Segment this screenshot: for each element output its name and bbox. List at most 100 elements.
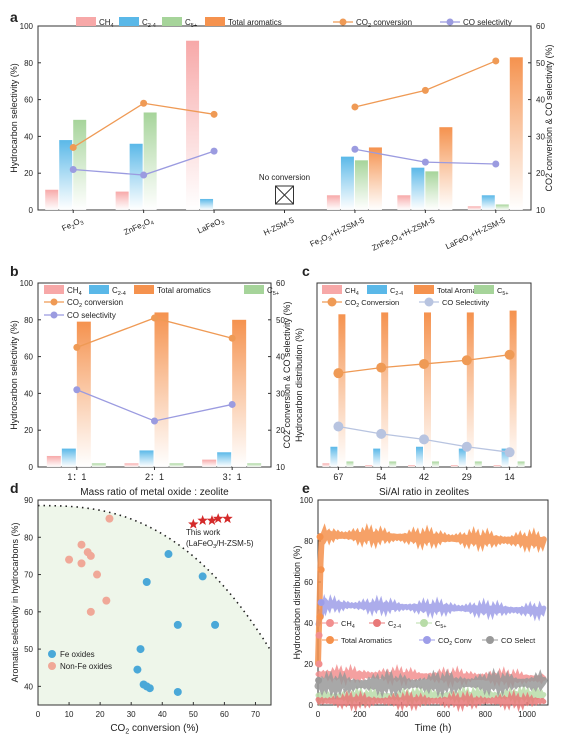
- marker-CO Selectivity: [333, 421, 344, 432]
- series-CO2 Conv: [315, 593, 547, 627]
- legend-swatch: [76, 17, 96, 26]
- this-work-label: This work: [186, 528, 221, 537]
- y-tick-label: 100: [300, 496, 314, 505]
- y-tick-label: 80: [24, 59, 33, 68]
- bar-C2-4: [340, 156, 354, 210]
- legend-label: CO Selectivity: [442, 298, 489, 307]
- y-tick-label: 40: [24, 389, 33, 398]
- plot-frame: [37, 499, 272, 706]
- point-Fe oxides: [142, 578, 151, 586]
- bar-C2-4: [139, 450, 154, 467]
- legend-swatch: [44, 285, 64, 294]
- legend-label-part: CO: [345, 298, 356, 307]
- x-tick-label-part: O: [72, 217, 81, 228]
- legend-label-part: C: [185, 18, 191, 27]
- legend-label: Total aromatics: [228, 18, 282, 27]
- y-tick-label: 0: [29, 463, 34, 472]
- y-tick-label: 60: [24, 353, 33, 362]
- legend-marker: [50, 298, 58, 306]
- x-tick-label: ZnFe2O4+H-ZSM-5: [371, 215, 438, 254]
- y-tick-label: 40: [536, 96, 545, 105]
- legend-label: C5+: [497, 286, 508, 297]
- x-tick-label: 14: [505, 472, 515, 482]
- panel-label: c: [302, 263, 310, 279]
- bar-C5+: [91, 463, 106, 467]
- legend-label-part: CO Selectivity: [442, 298, 489, 307]
- early-marker: [315, 631, 323, 639]
- marker-CO2 conversion: [73, 343, 81, 351]
- bar-CH4: [365, 465, 373, 467]
- x-tick-label-part: 2: [390, 240, 395, 247]
- point-Non-Fe oxides: [77, 540, 86, 549]
- legend-label: CO2 Conversion: [345, 298, 399, 309]
- legend-marker: [339, 18, 347, 26]
- y-tick-label: 30: [536, 132, 545, 141]
- legend-label-part: 2-4: [393, 624, 401, 630]
- legend-marker: [326, 619, 334, 627]
- legend-label: Fe oxides: [60, 650, 95, 659]
- x-tick-label-part: +H-ZSM-5: [328, 215, 366, 239]
- bar-C2-4: [411, 167, 425, 210]
- y-axis-label: Hydrocarbon selectivity (%): [9, 63, 19, 173]
- legend-label-part: CO: [67, 298, 79, 307]
- bar-CH4: [450, 465, 458, 467]
- legend-marker: [327, 297, 337, 307]
- x-tick-label-part: 3: [328, 236, 333, 243]
- x-tick-label: 29: [462, 472, 472, 482]
- legend-swatch: [205, 17, 225, 26]
- legend-label-part: 4: [356, 291, 359, 297]
- legend-label: CO2 conversion: [356, 18, 412, 29]
- bar-C2-4: [416, 446, 423, 467]
- x-tick-label: 3：1: [223, 472, 242, 482]
- bar-C5+: [143, 112, 157, 210]
- point-Non-Fe oxides: [65, 555, 74, 564]
- legend-marker: [424, 297, 434, 307]
- bar-CH4: [397, 195, 411, 210]
- legend-label: C2-4: [142, 18, 156, 29]
- bar-Total Aromatics: [338, 314, 346, 467]
- point-Fe oxides: [211, 620, 220, 629]
- bar-CH4: [115, 191, 129, 210]
- legend-label: Total Aromatics: [437, 286, 488, 295]
- legend-label-part: Total aromatics: [157, 286, 211, 295]
- this-work-sublabel: (LaFeO3/H-ZSM-5): [186, 539, 254, 550]
- x-tick-label-part: O: [390, 233, 399, 244]
- x-tick-label-part: ZnFe: [122, 221, 143, 237]
- legend-swatch: [474, 285, 494, 294]
- star-marker: [188, 518, 199, 529]
- legend-label-part: conversion: [371, 18, 412, 27]
- legend-label: C5+: [267, 286, 279, 297]
- bar-C2-4: [481, 195, 495, 210]
- legend-label: Non-Fe oxides: [60, 662, 112, 671]
- legend-label-part: 5+: [273, 291, 279, 297]
- star-marker: [212, 513, 224, 524]
- bar-C2-4: [330, 446, 338, 467]
- x-tick-label: 10: [65, 710, 74, 719]
- star-marker: [206, 515, 218, 525]
- legend-label-part: Total aromatics: [228, 18, 282, 27]
- bar-CH4: [467, 206, 481, 210]
- x-tick-label: Fe2O3: [60, 216, 84, 235]
- y2-axis-label: CO2 conversion & CO selectivity (%): [282, 301, 292, 448]
- marker-CO2 conversion: [140, 99, 148, 107]
- legend-label-part: 2: [368, 23, 371, 29]
- bar-Total Aromatics: [509, 310, 517, 467]
- panel-label: e: [302, 480, 310, 496]
- panel-d: d 40 50 60 70 80 90 0 10 20 30 40 50 60 70 Aromatic sel…: [10, 480, 272, 736]
- y-tick-label: 40: [276, 353, 285, 362]
- bar-Total aromatics: [368, 147, 382, 210]
- legend-swatch: [244, 285, 264, 294]
- legend-label-part: 2: [356, 303, 359, 309]
- y-tick-label: 60: [276, 279, 285, 288]
- point-Non-Fe oxides: [77, 559, 86, 568]
- point-Fe oxides: [173, 620, 182, 629]
- bar-C5+: [354, 160, 368, 210]
- bar-Total Aromatics: [381, 312, 389, 467]
- this-work-sublabel-part: 3: [213, 544, 216, 550]
- bar-C2-4: [217, 452, 232, 467]
- legend-swatch: [367, 285, 387, 294]
- legend-label: C2-4: [388, 619, 401, 630]
- y-tick-label: 50: [24, 645, 33, 654]
- this-work-sublabel-part: (LaFeO: [186, 539, 213, 548]
- x-tick-label: LaFeO3: [196, 216, 226, 238]
